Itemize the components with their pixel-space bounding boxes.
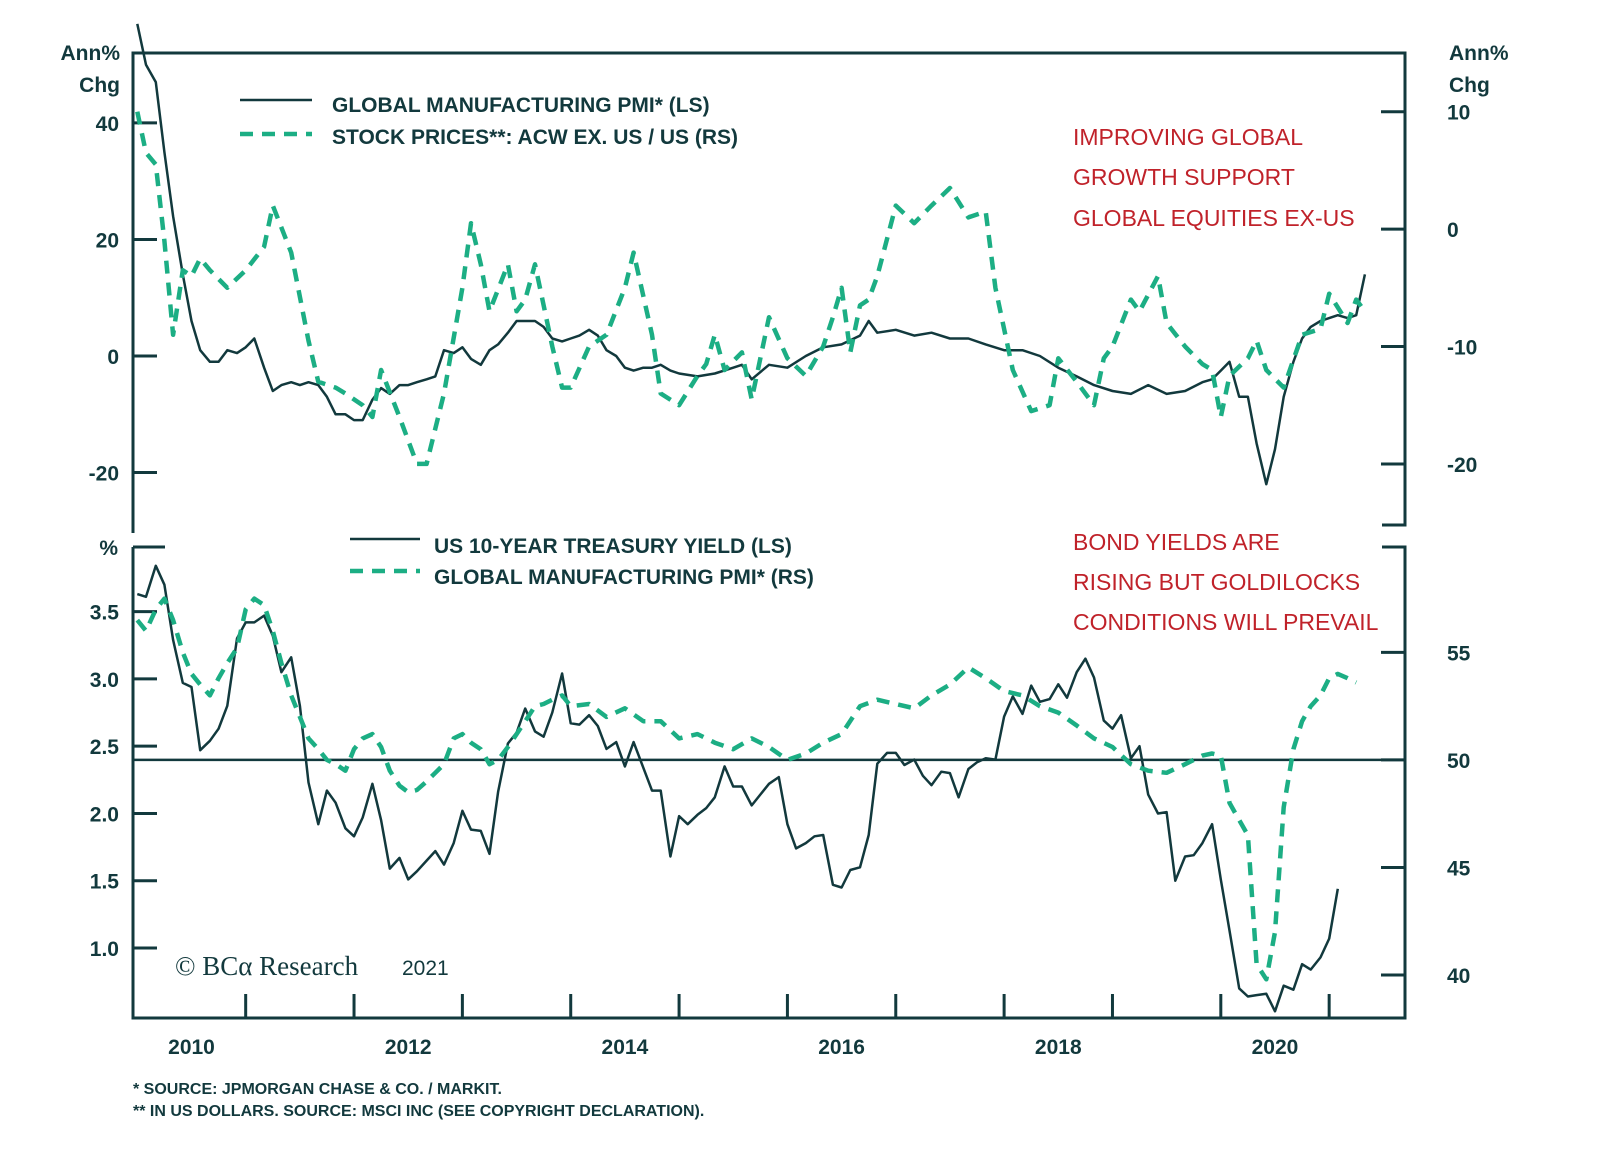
top-right-axis-unit-line1: Ann% (1449, 42, 1509, 65)
top-left-axis-tick-label: 20 (96, 229, 119, 252)
bottom-left-axis: 3.5 3.0 2.5 2.0 1.5 1.0 (90, 602, 157, 961)
bottom-legend-label-yield: US 10-YEAR TREASURY YIELD (LS) (434, 535, 792, 558)
bottom-right-axis-tick-label: 50 (1447, 750, 1470, 773)
top-annotation-line3: GLOBAL EQUITIES EX-US (1073, 205, 1355, 231)
x-axis-tick-label: 2020 (1252, 1036, 1299, 1059)
top-right-axis-unit-line2: Chg (1449, 74, 1490, 97)
top-right-axis-tick-label: -20 (1447, 454, 1477, 477)
top-right-axis: 10 0 -10 -20 (1381, 102, 1477, 477)
top-right-axis-tick-label: 10 (1447, 102, 1470, 125)
copyright-text: © BCα Research (175, 951, 359, 981)
bottom-right-axis: 55 50 45 40 (1381, 642, 1471, 988)
top-left-axis-unit-line2: Chg (79, 74, 120, 97)
bottom-panel-frame (131, 545, 1407, 1020)
top-panel: 40 20 0 -20 10 0 -10 -20 Ann% Chg Ann% Chg GLO… (61, 23, 1509, 533)
footnote-2: ** IN US DOLLARS. SOURCE: MSCI INC (SEE … (133, 1103, 704, 1120)
top-annotation-line1: IMPROVING GLOBAL (1073, 124, 1303, 150)
bottom-legend-label-pmi: GLOBAL MANUFACTURING PMI* (RS) (434, 566, 814, 589)
top-annotation-line2: GROWTH SUPPORT (1073, 164, 1295, 190)
bottom-left-axis-tick-label: 1.5 (90, 871, 120, 894)
top-series-global-pmi-line (136, 23, 1367, 486)
footnote-1: * SOURCE: JPMORGAN CHASE & CO. / MARKIT. (133, 1081, 502, 1098)
x-axis-tick-label: 2010 (168, 1036, 215, 1059)
bottom-left-axis-tick-label: 3.0 (90, 669, 119, 692)
top-left-axis-tick-label: 40 (96, 113, 119, 136)
bottom-left-axis-tick-label: 2.0 (90, 803, 119, 826)
bottom-left-axis-tick-label: 2.5 (90, 736, 120, 759)
x-axis-tick-label: 2016 (818, 1036, 865, 1059)
x-axis: 2010 2012 2014 2016 2018 2020 (168, 994, 1331, 1059)
top-left-axis-tick-label: 0 (107, 346, 119, 369)
top-left-axis-tick-label: -20 (89, 463, 119, 486)
bottom-series-us10y-line (136, 564, 1340, 1013)
bottom-annotation-line2: RISING BUT GOLDILOCKS (1073, 569, 1360, 595)
top-left-axis-unit-line1: Ann% (61, 42, 121, 65)
bottom-annotation-line1: BOND YIELDS ARE (1073, 529, 1280, 555)
copyright-year: 2021 (402, 957, 449, 980)
x-axis-tick-label: 2012 (385, 1036, 432, 1059)
top-panel-frame (131, 51, 1407, 533)
top-series-stock-prices-line (135, 111, 1367, 467)
bottom-left-axis-unit: % (99, 537, 118, 560)
bottom-series-group (135, 564, 1358, 1013)
top-series-group (135, 23, 1367, 486)
bottom-series-global-pmi-line (135, 596, 1358, 982)
x-axis-tick-label: 2014 (602, 1036, 649, 1059)
top-legend-label-stocks: STOCK PRICES**: ACW EX. US / US (RS) (332, 126, 738, 149)
bottom-right-axis-tick-label: 40 (1447, 965, 1470, 988)
top-legend-label-pmi: GLOBAL MANUFACTURING PMI* (LS) (332, 94, 710, 117)
bottom-annotation-line3: CONDITIONS WILL PREVAIL (1073, 609, 1379, 635)
bottom-left-axis-tick-label: 1.0 (90, 938, 119, 961)
x-axis-tick-label: 2018 (1035, 1036, 1082, 1059)
top-right-axis-tick-label: -10 (1447, 337, 1477, 360)
top-left-axis: 40 20 0 -20 (89, 113, 157, 486)
bottom-right-axis-tick-label: 55 (1447, 642, 1471, 665)
bottom-left-axis-tick-label: 3.5 (90, 602, 120, 625)
bottom-right-axis-tick-label: 45 (1447, 857, 1471, 880)
top-right-axis-tick-label: 0 (1447, 219, 1459, 242)
